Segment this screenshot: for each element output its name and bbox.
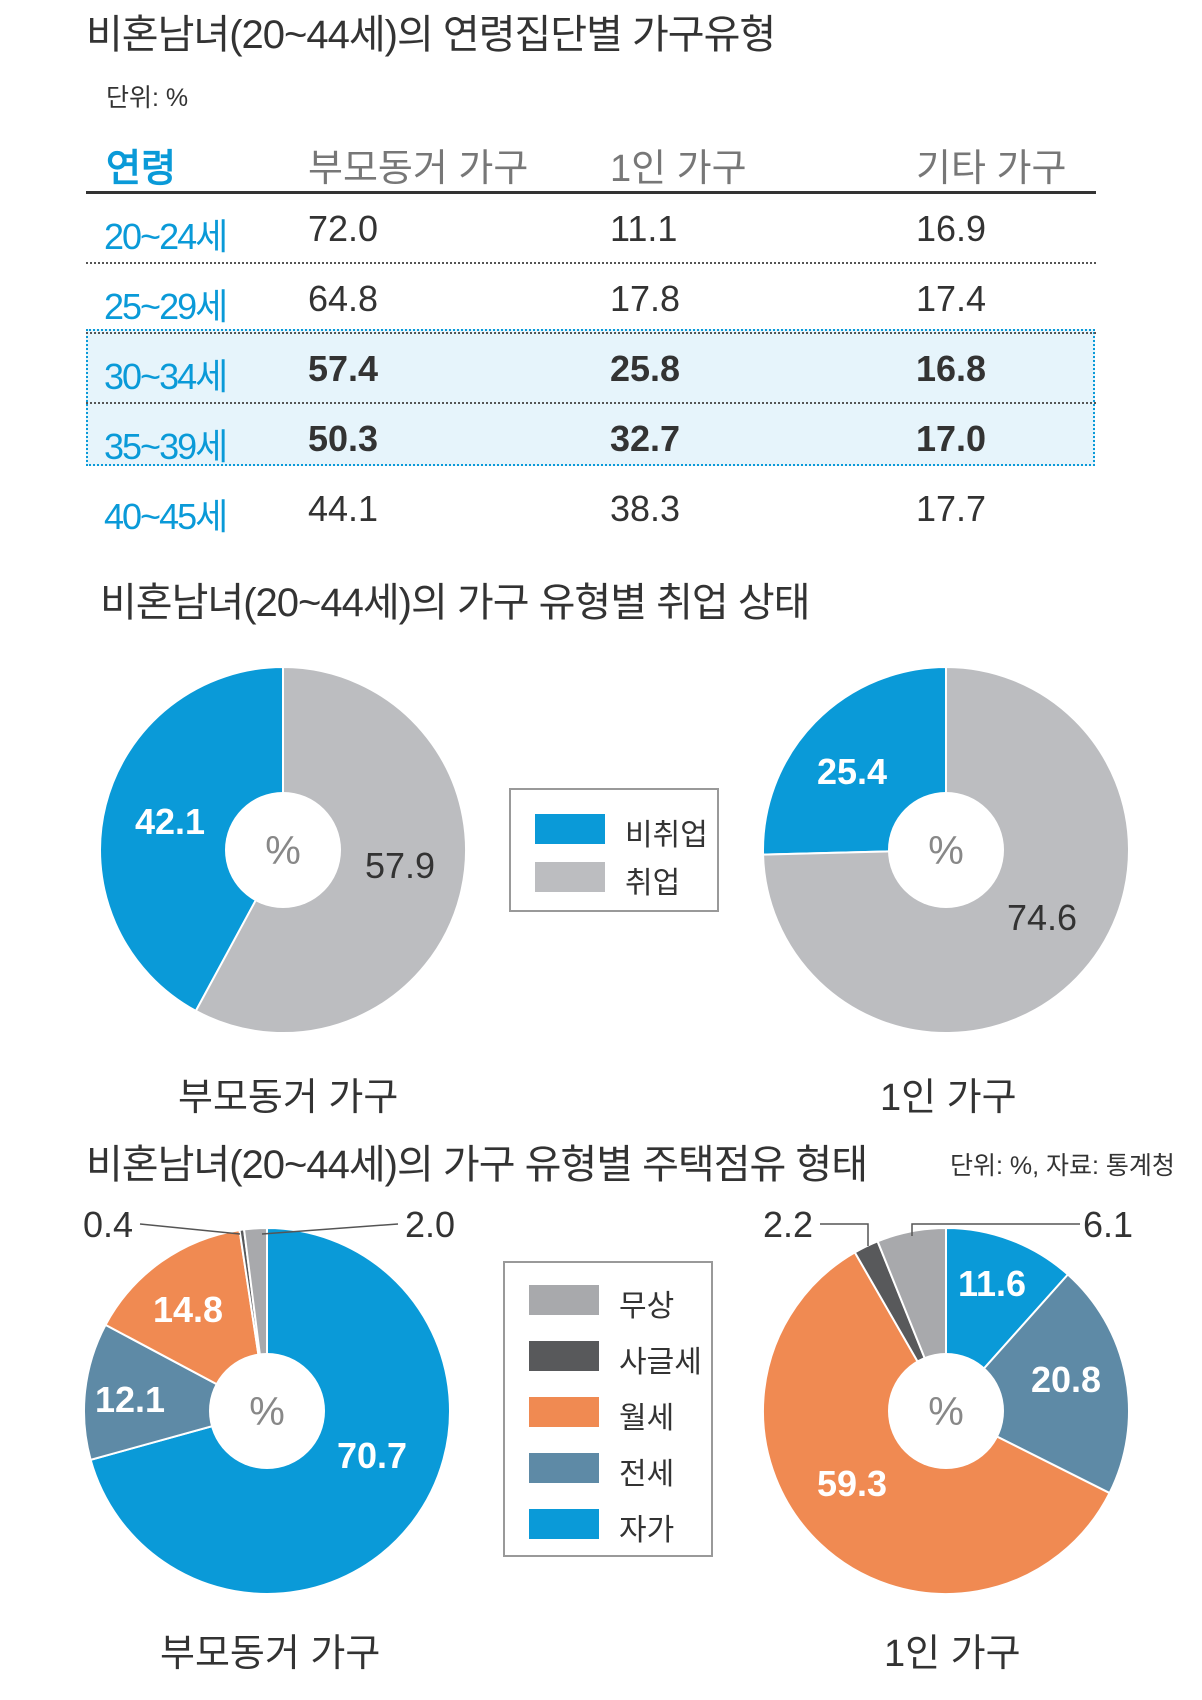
household-type-table: 연령 부모동거 가구 1인 가구 기타 가구 20~24세 72.0 11.1 … xyxy=(86,125,1096,544)
legend-label: 사글세 xyxy=(619,1346,702,1379)
table-row: 20~24세 72.0 11.1 16.9 xyxy=(86,194,1096,264)
legend-label: 취업 xyxy=(625,867,681,900)
legend-swatch xyxy=(529,1453,599,1483)
center-percent-label: % xyxy=(249,1390,285,1434)
row-age: 25~29세 xyxy=(104,286,228,327)
housing-title: 비혼남녀(20~44세)의 가구 유형별 주택점유 형태 xyxy=(86,1143,868,1187)
row-age: 35~39세 xyxy=(104,426,228,467)
table-row: 40~45세 44.1 38.3 17.7 xyxy=(86,474,1096,544)
legend-swatch xyxy=(535,862,605,892)
pie-slice xyxy=(83,1323,270,1462)
header-age: 연령 xyxy=(106,148,176,190)
cell-parents: 72.0 xyxy=(308,208,379,249)
caption-parents-housing: 부모동거 가구 xyxy=(160,1633,381,1675)
cell-other: 16.9 xyxy=(916,208,987,249)
slice-value-label: 42.1 xyxy=(135,801,205,842)
legend-label: 전세 xyxy=(619,1458,675,1491)
caption-single-housing: 1인 가구 xyxy=(884,1633,1021,1675)
slice-value-label: 0.4 xyxy=(83,1204,133,1245)
slice-value-label: 11.6 xyxy=(958,1263,1026,1304)
housing-source: 단위: %, 자료: 통계청 xyxy=(950,1152,1175,1180)
slice-value-label: 2.0 xyxy=(405,1204,455,1245)
legend-swatch xyxy=(529,1285,599,1315)
cell-single: 11.1 xyxy=(610,208,678,249)
callout-line xyxy=(139,1223,241,1235)
slice-value-label: 57.9 xyxy=(365,845,435,886)
callout-line xyxy=(911,1223,1080,1236)
table-row: 30~34세 57.4 25.8 16.8 xyxy=(86,334,1096,404)
employment-legend: 비취업 취업 xyxy=(509,788,719,912)
slice-value-label: 2.2 xyxy=(763,1204,813,1245)
legend-swatch xyxy=(529,1509,599,1539)
cell-other: 17.4 xyxy=(916,278,987,319)
caption-parents-employment: 부모동거 가구 xyxy=(178,1077,399,1119)
donut-hole xyxy=(888,1353,1004,1469)
legend-swatch xyxy=(535,814,605,844)
cell-other: 16.8 xyxy=(916,348,987,389)
row-age: 40~45세 xyxy=(104,496,228,537)
center-percent-label: % xyxy=(265,829,301,873)
legend-label: 월세 xyxy=(619,1402,675,1435)
center-percent-label: % xyxy=(928,829,964,873)
cell-single: 25.8 xyxy=(610,348,681,389)
slice-value-label: 6.1 xyxy=(1083,1204,1133,1245)
donut-hole xyxy=(888,792,1004,908)
legend-label: 무상 xyxy=(619,1290,675,1323)
slice-value-label: 74.6 xyxy=(1007,897,1077,938)
slice-value-label: 25.4 xyxy=(817,751,887,792)
slice-value-label: 12.1 xyxy=(95,1379,165,1420)
slice-value-label: 14.8 xyxy=(153,1289,223,1330)
table-header: 연령 부모동거 가구 1인 가구 기타 가구 xyxy=(86,125,1096,194)
slice-value-label: 59.3 xyxy=(817,1463,887,1504)
legend-label: 자가 xyxy=(619,1514,675,1547)
header-other: 기타 가구 xyxy=(916,148,1067,190)
cell-single: 38.3 xyxy=(610,488,681,529)
employment-title: 비혼남녀(20~44세)의 가구 유형별 취업 상태 xyxy=(100,581,810,625)
cell-single: 32.7 xyxy=(610,418,681,459)
header-single: 1인 가구 xyxy=(610,148,747,190)
cell-single: 17.8 xyxy=(610,278,681,319)
row-age: 30~34세 xyxy=(104,356,228,397)
pie-slice xyxy=(99,665,284,1013)
cell-parents: 57.4 xyxy=(308,348,379,389)
table-row: 25~29세 64.8 17.8 17.4 xyxy=(86,264,1096,334)
pie-slice xyxy=(762,665,947,856)
header-parents: 부모동거 가구 xyxy=(308,148,529,190)
center-percent-label: % xyxy=(928,1390,964,1434)
slice-value-label: 20.8 xyxy=(1031,1359,1101,1400)
slice-value-label: 70.7 xyxy=(337,1435,407,1476)
callout-line xyxy=(261,1223,399,1235)
table-row: 35~39세 50.3 32.7 17.0 xyxy=(86,404,1096,474)
cell-other: 17.0 xyxy=(916,418,987,459)
callout-line xyxy=(820,1223,869,1246)
cell-parents: 44.1 xyxy=(308,488,379,529)
cell-parents: 50.3 xyxy=(308,418,379,459)
cell-other: 17.7 xyxy=(916,488,987,529)
table-unit: 단위: % xyxy=(106,84,189,112)
table-title: 비혼남녀(20~44세)의 연령집단별 가구유형 xyxy=(86,13,776,57)
legend-swatch xyxy=(529,1397,599,1427)
pie-slice xyxy=(944,1273,1130,1495)
donut-hole xyxy=(225,792,341,908)
row-age: 20~24세 xyxy=(104,216,228,257)
highlight-box xyxy=(86,329,1095,466)
legend-label: 비취업 xyxy=(625,819,708,852)
caption-single-employment: 1인 가구 xyxy=(880,1077,1017,1119)
legend-swatch xyxy=(529,1341,599,1371)
donut-hole xyxy=(209,1353,325,1469)
housing-legend: 무상 사글세 월세 전세 자가 xyxy=(503,1261,713,1557)
cell-parents: 64.8 xyxy=(308,278,379,319)
